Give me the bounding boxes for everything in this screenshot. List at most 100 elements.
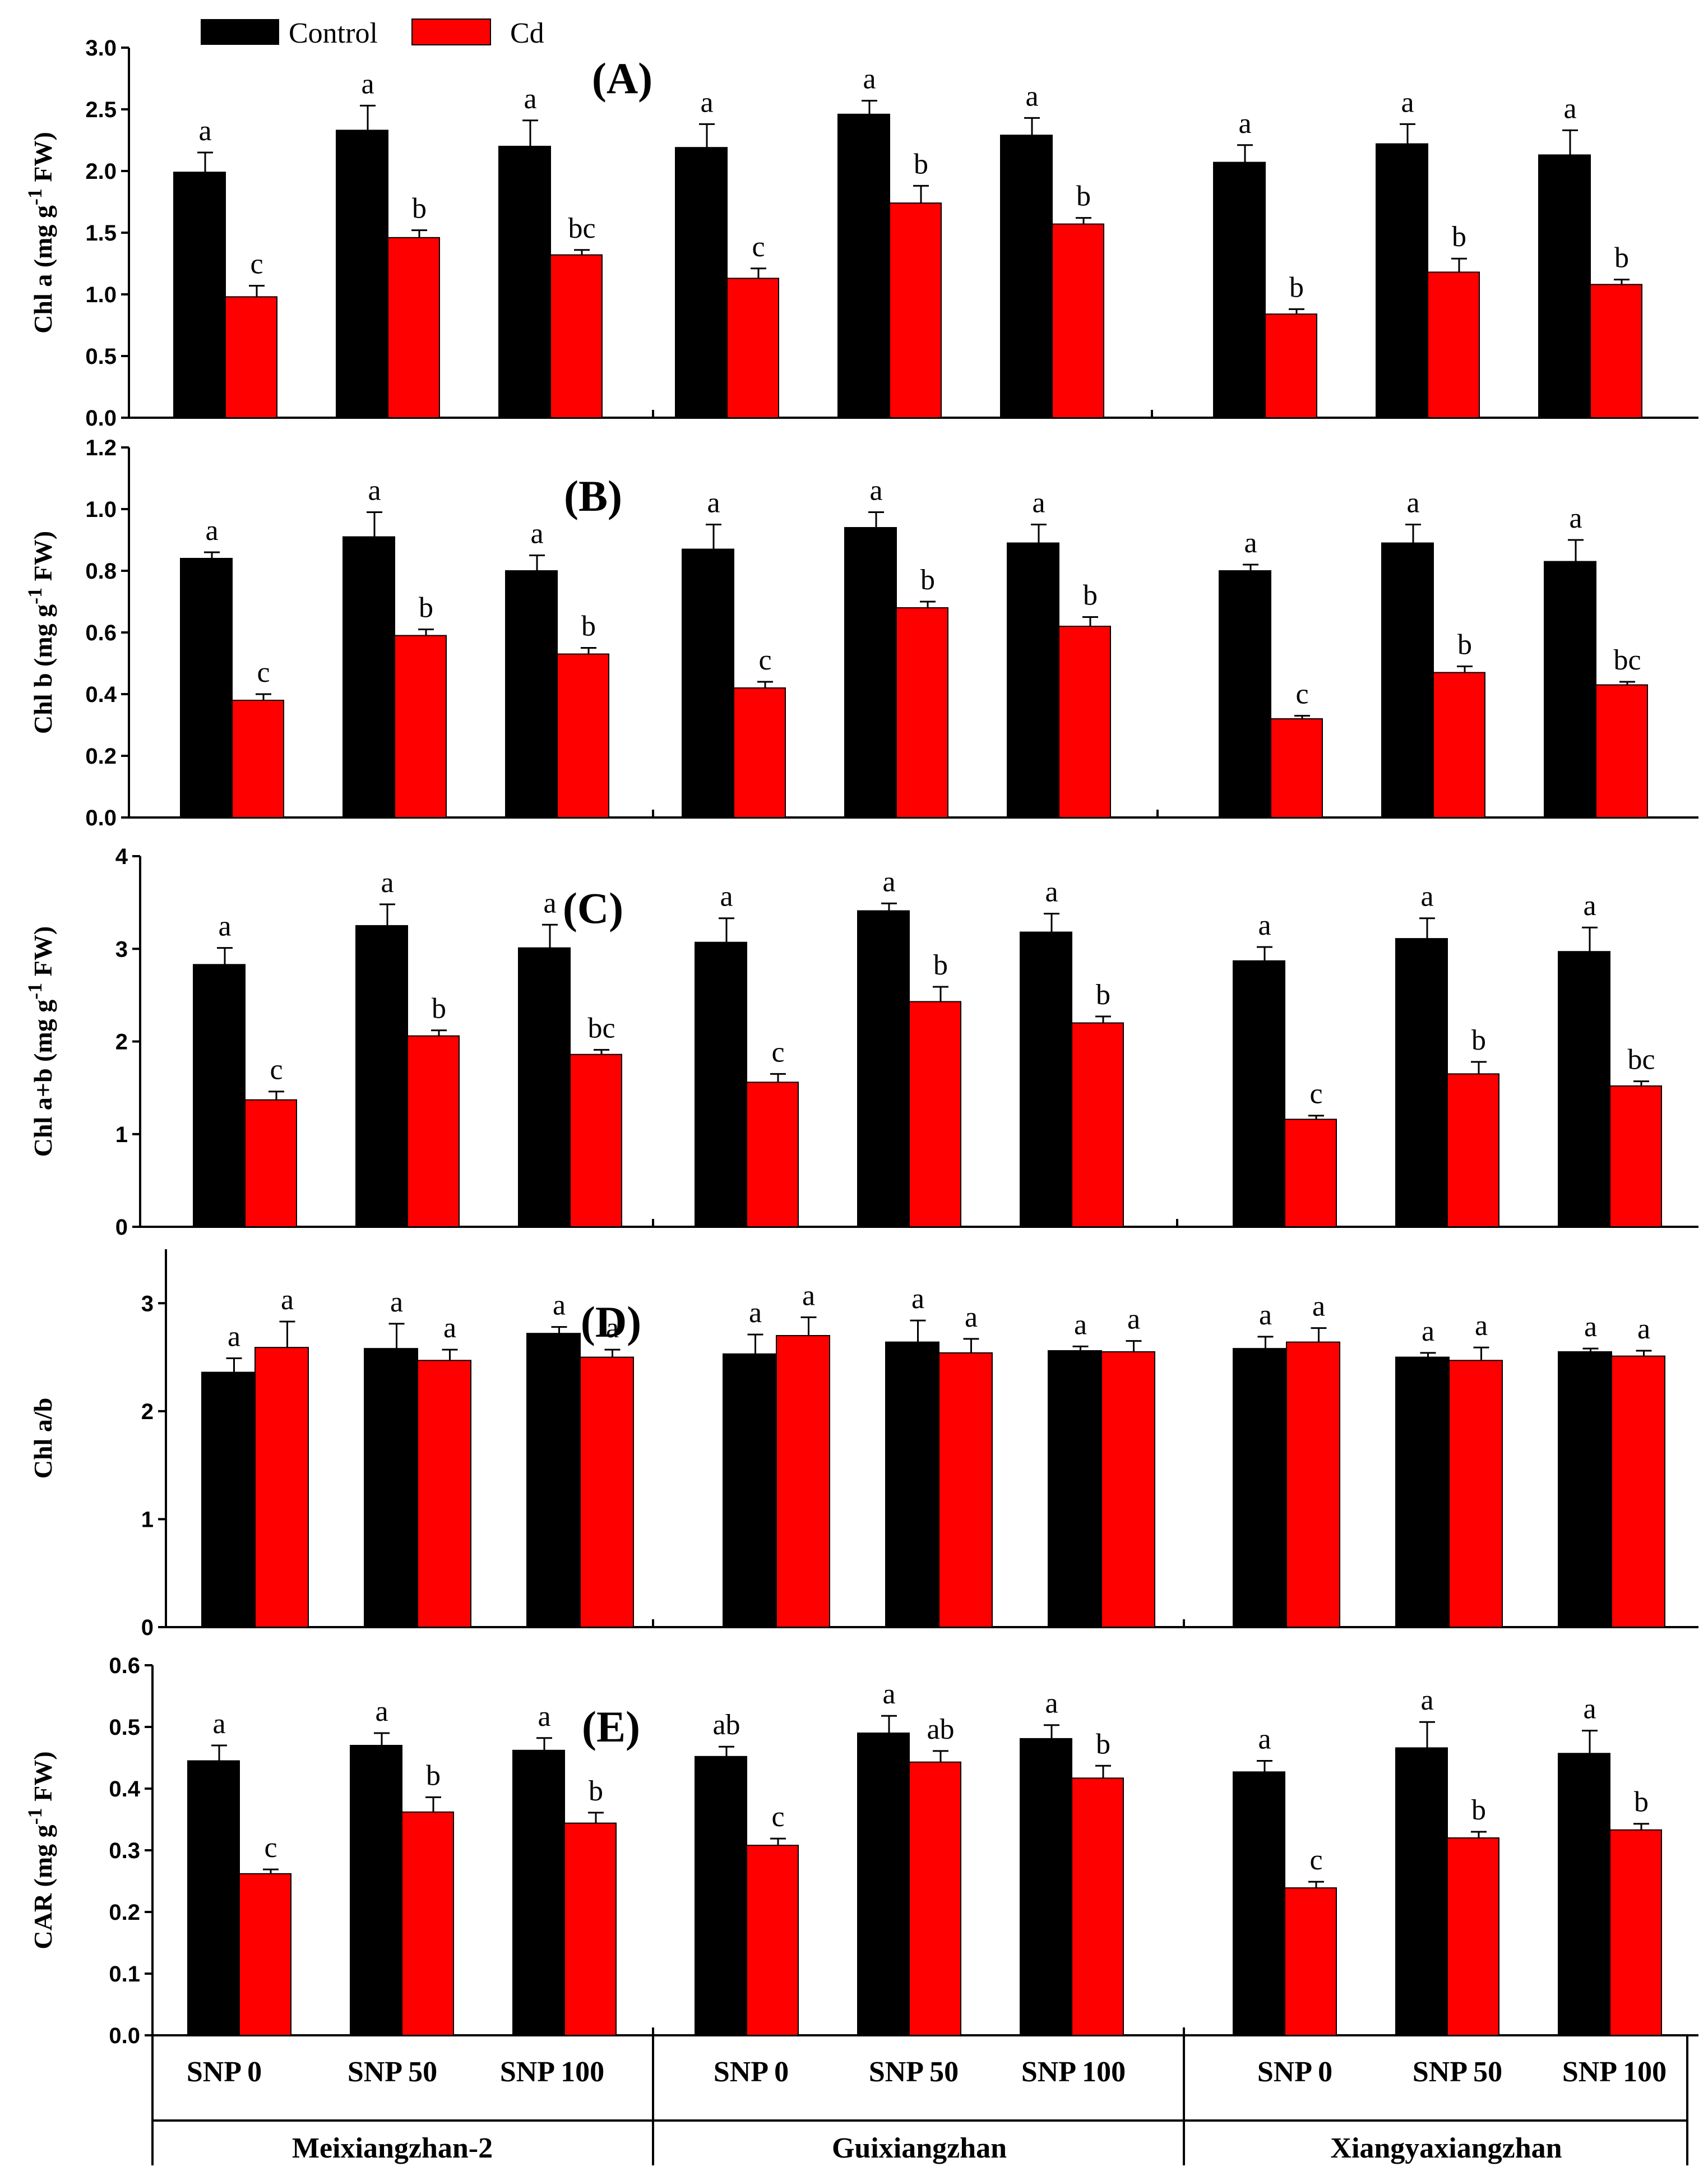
bar-control: [336, 130, 388, 418]
significance-label: a: [1045, 1688, 1058, 1720]
bar-control: [350, 1745, 402, 2036]
cultivar-labels: Meixiangzhan-2 Guixiangzhan Xiangyaxiangzh…: [292, 2132, 1562, 2164]
significance-label: c: [771, 1036, 784, 1068]
significance-label: b: [581, 611, 596, 643]
significance-label: a: [524, 83, 536, 115]
significance-label: bc: [1627, 1044, 1655, 1076]
bar-cd: [401, 1811, 454, 2036]
significance-label: a: [368, 475, 381, 507]
significance-label: c: [758, 644, 771, 676]
y-tick-label: 0.4: [109, 1777, 140, 1802]
significance-label: b: [426, 1759, 441, 1791]
significance-label: a: [882, 1678, 895, 1710]
y-tick-label: 1.2: [85, 436, 117, 460]
significance-label: ab: [927, 1713, 954, 1745]
y-tick-label: 1: [141, 1507, 154, 1532]
y-tick-label: 0.0: [85, 806, 117, 830]
bar-control: [1020, 931, 1072, 1227]
bar-cd: [1595, 684, 1648, 818]
bar-cd: [570, 1054, 622, 1227]
bar-cd: [557, 653, 609, 818]
y-tick-label: 4: [115, 844, 128, 869]
bar-cd: [896, 607, 948, 818]
bar-cd: [564, 1822, 617, 2036]
significance-label: a: [538, 1701, 550, 1733]
bar-control: [837, 113, 890, 419]
bar-cd: [225, 296, 277, 419]
y-tick-label: 0.5: [85, 344, 117, 369]
bar-cd: [776, 1335, 830, 1628]
y-tick-label: 0.2: [85, 744, 117, 769]
bar-cd: [580, 1356, 634, 1628]
bar-cd: [746, 1082, 799, 1227]
significance-label: a: [361, 68, 374, 100]
y-tick-label: 0.5: [109, 1715, 140, 1740]
bar-control: [201, 1371, 256, 1628]
y-tick-label: 0: [115, 1215, 128, 1240]
bar-cd: [1433, 672, 1485, 818]
category-label: SNP 100: [1562, 2056, 1667, 2088]
bar-control: [885, 1341, 939, 1628]
bar-cd: [1058, 626, 1111, 818]
bar-control: [1020, 1738, 1072, 2036]
bar-cd: [733, 687, 786, 818]
bar-control: [1395, 1356, 1450, 1628]
bar-control: [1558, 1351, 1612, 1628]
bar-control: [1558, 951, 1610, 1228]
significance-label: a: [965, 1301, 978, 1333]
bar-control: [505, 570, 558, 818]
significance-label: a: [749, 1297, 762, 1329]
y-tick-label: 2.0: [85, 159, 117, 184]
bar-cd: [1611, 1355, 1665, 1628]
y-axis-title: Chl a (mg g-1 FW): [24, 132, 57, 334]
significance-label: a: [700, 86, 713, 118]
category-label: SNP 50: [348, 2056, 437, 2088]
y-tick-label: 1: [115, 1123, 128, 1147]
panel-letter: (C): [563, 884, 623, 932]
y-tick-label: 0.2: [109, 1900, 140, 1925]
category-label: SNP 100: [1021, 2056, 1126, 2088]
significance-label: c: [771, 1801, 784, 1833]
y-tick-label: 0: [141, 1615, 154, 1640]
panel-letter: (E): [582, 1702, 640, 1751]
bar-control: [1233, 1348, 1287, 1628]
bar-control: [355, 925, 408, 1227]
significance-label: c: [250, 248, 263, 280]
significance-label: a: [707, 487, 720, 519]
significance-label: a: [381, 867, 394, 899]
bar-cd: [394, 635, 447, 818]
significance-label: b: [412, 193, 427, 225]
bar-cd: [244, 1099, 297, 1228]
bar-control: [173, 172, 226, 418]
significance-label: bc: [1613, 644, 1641, 676]
significance-label: bc: [587, 1012, 615, 1044]
y-tick-label: 0.0: [85, 406, 117, 431]
significance-label: ab: [712, 1709, 740, 1741]
significance-label: bc: [568, 213, 595, 244]
significance-label: c: [752, 231, 765, 263]
significance-label: a: [1420, 881, 1433, 913]
bar-cd: [1609, 1085, 1662, 1227]
significance-label: a: [228, 1320, 240, 1352]
y-tick-label: 0.6: [85, 621, 117, 645]
significance-label: a: [1420, 1684, 1433, 1716]
legend-swatch-cd: [411, 19, 491, 45]
panel-2: 0.0 0.2 0.4 0.6 0.8 1.0 1.2 Chl b (mg g-1 FW) (B…: [24, 436, 1698, 830]
significance-label: a: [443, 1312, 456, 1344]
significance-label: a: [1584, 1311, 1597, 1343]
y-tick-label: 1.5: [85, 221, 117, 246]
cultivar-label: Meixiangzhan-2: [292, 2132, 493, 2164]
category-label: SNP 50: [869, 2056, 959, 2088]
significance-label: a: [1401, 86, 1414, 118]
bar-cd: [239, 1873, 291, 2036]
y-tick-label: 3.0: [85, 36, 117, 61]
significance-label: a: [1637, 1313, 1650, 1345]
y-tick-label: 0.8: [85, 559, 117, 584]
significance-label: a: [1025, 80, 1038, 112]
significance-label: c: [264, 1832, 277, 1864]
bar-cd: [1427, 271, 1480, 418]
significance-label: b: [933, 949, 948, 981]
cultivar-label: Xiangyaxiangzhan: [1330, 2132, 1562, 2164]
bar-cd: [1447, 1837, 1499, 2036]
